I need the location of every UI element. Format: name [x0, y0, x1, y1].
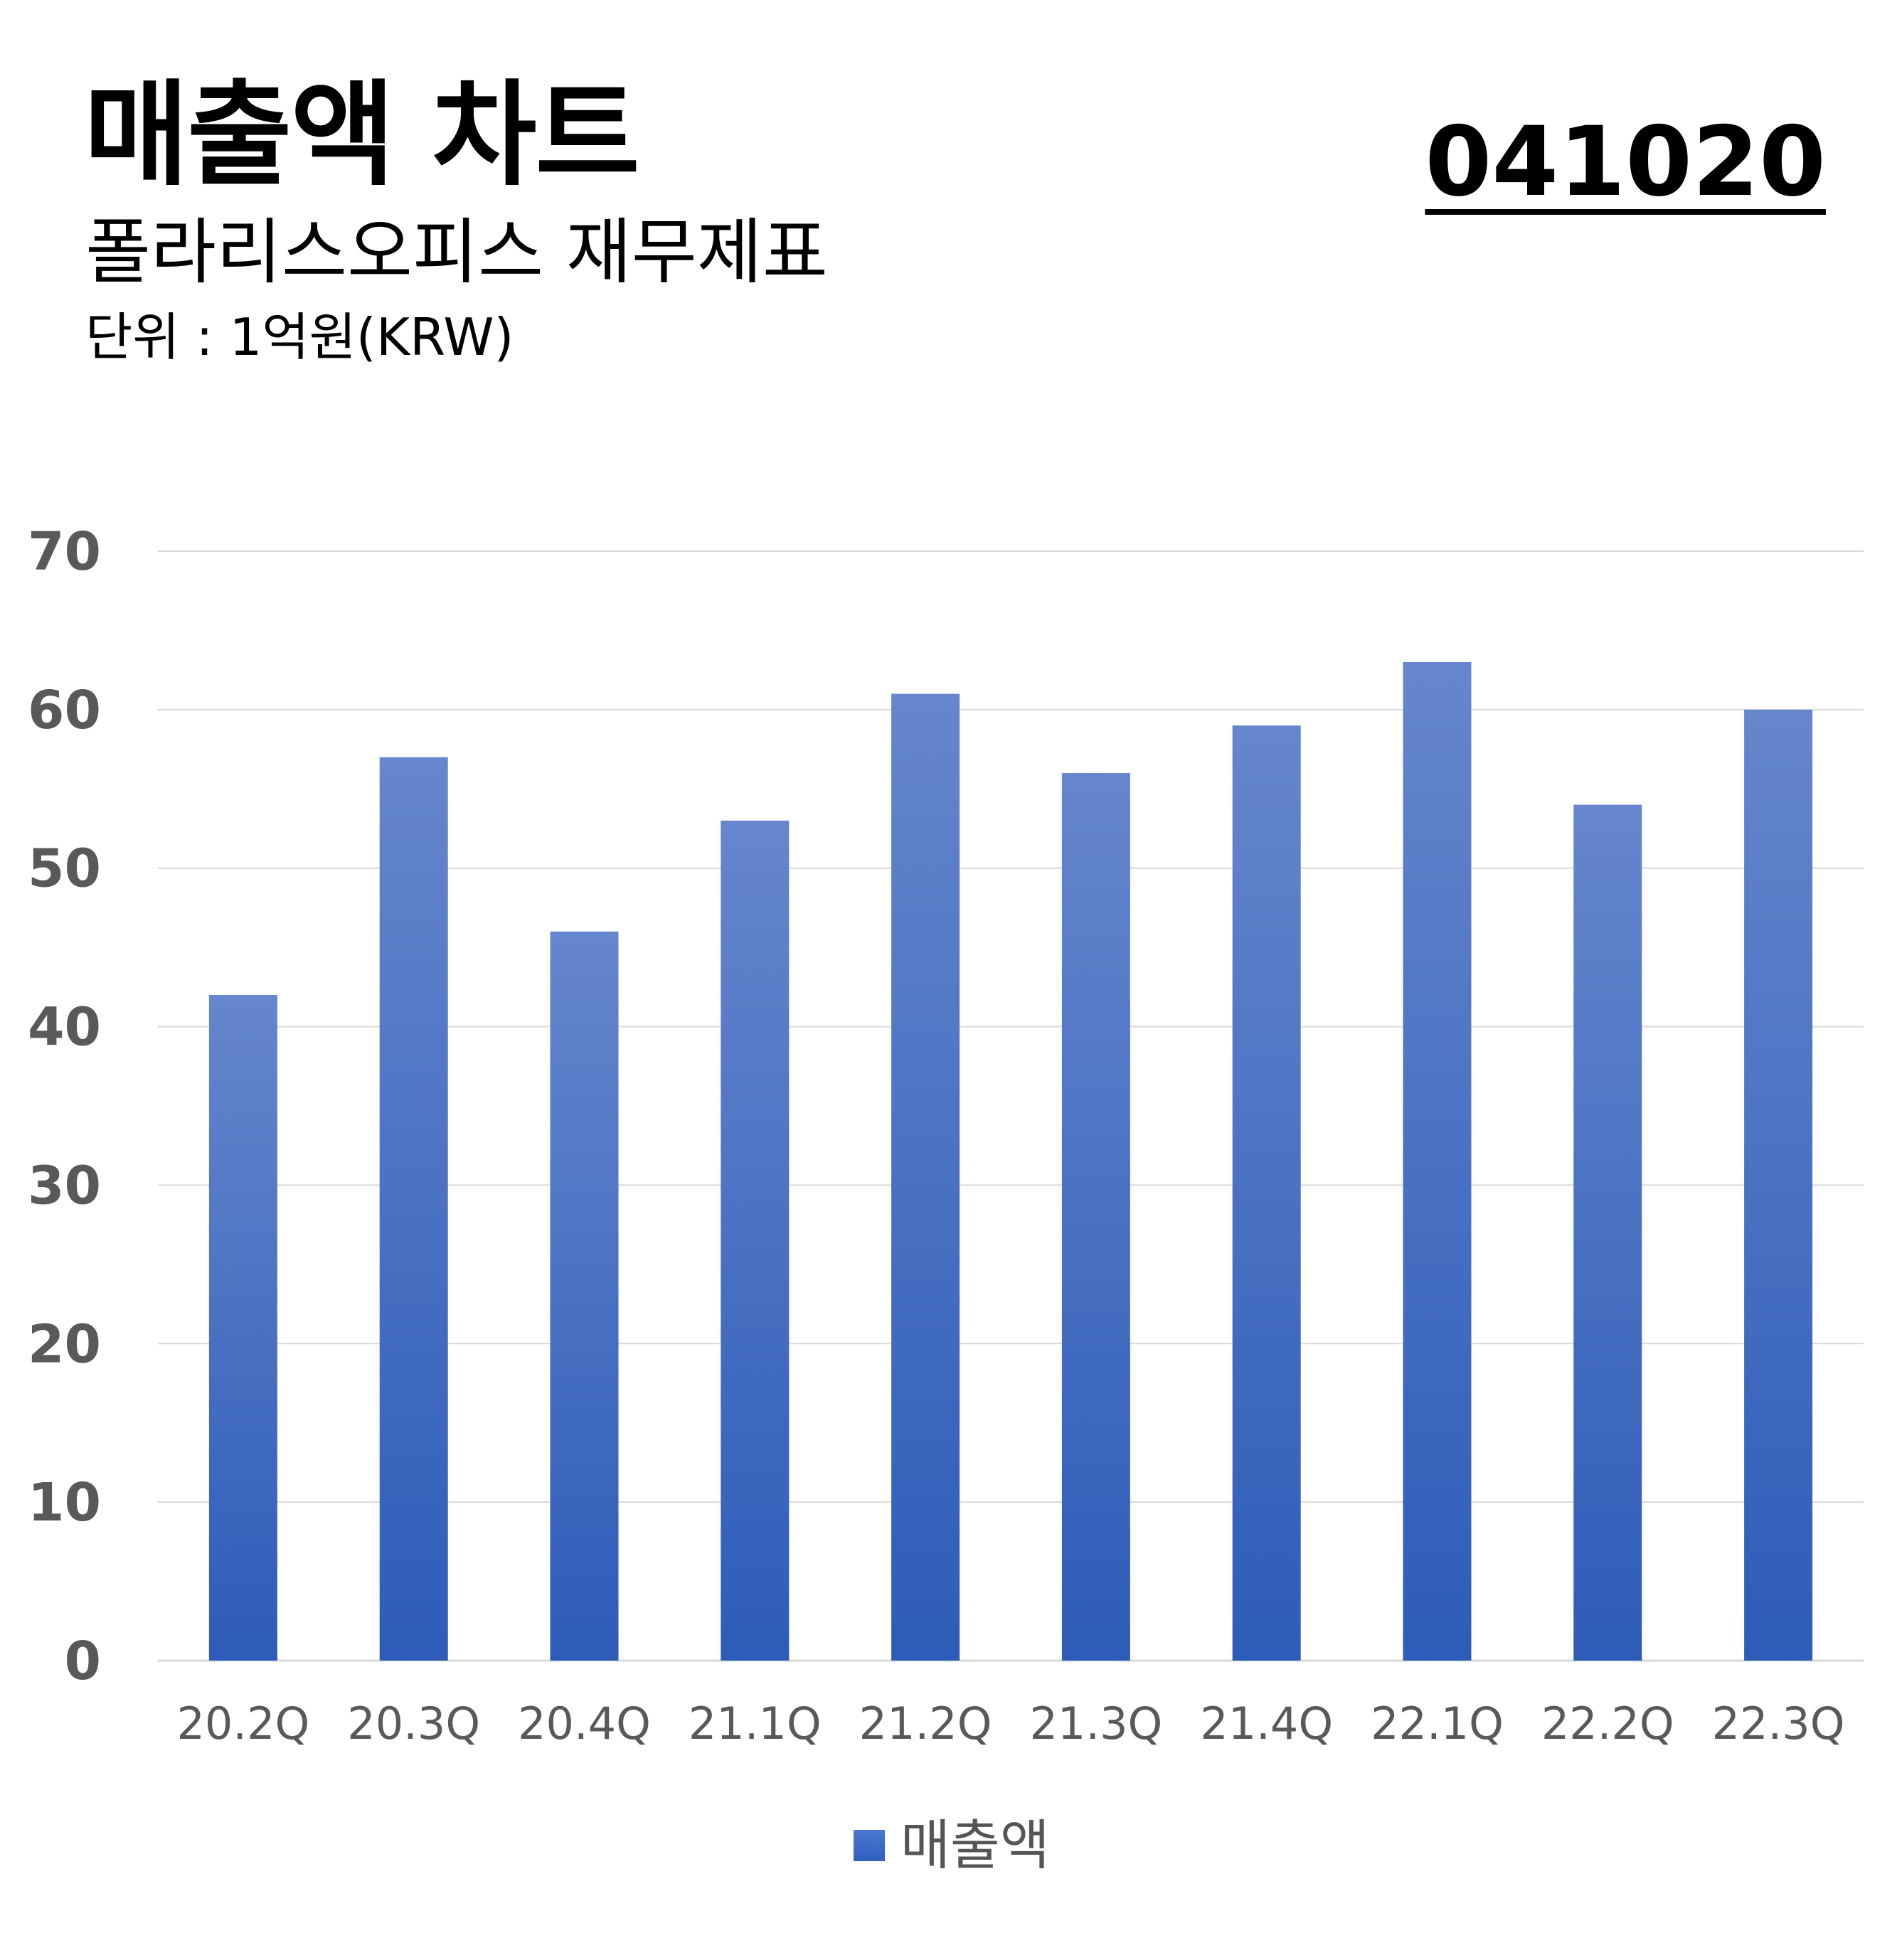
x-tick-label: 21.3Q	[1029, 1698, 1162, 1749]
y-tick-label: 10	[28, 1472, 101, 1533]
x-axis-ticks: 20.2Q 20.3Q 20.4Q 21.1Q 21.2Q 21.3Q 21.4Q 22.1Q…	[176, 1698, 1844, 1749]
x-tick-label: 22.3Q	[1712, 1698, 1845, 1749]
bar-22.3Q	[1744, 709, 1813, 1661]
x-tick-label: 20.3Q	[347, 1698, 480, 1749]
x-tick-label: 22.2Q	[1541, 1698, 1674, 1749]
x-tick-label: 21.2Q	[859, 1698, 992, 1749]
y-tick-label: 40	[28, 997, 101, 1058]
chart-subtitle: 폴라리스오피스 재무제표	[85, 211, 828, 294]
y-tick-label: 30	[28, 1155, 101, 1216]
x-tick-label: 20.4Q	[518, 1698, 651, 1749]
y-tick-label: 20	[28, 1314, 101, 1375]
bar-20.4Q	[550, 931, 619, 1661]
stock-code: 041020	[1425, 106, 1826, 218]
legend-swatch	[854, 1830, 885, 1861]
x-tick-label: 21.4Q	[1200, 1698, 1333, 1749]
bar-20.2Q	[208, 995, 277, 1661]
bar-21.4Q	[1232, 725, 1301, 1661]
y-axis-ticks: 0 10 20 30 40 50 60 70	[28, 521, 101, 1692]
y-tick-label: 70	[28, 521, 101, 582]
bars	[208, 662, 1813, 1661]
y-tick-label: 0	[65, 1631, 102, 1692]
bar-22.2Q	[1573, 804, 1642, 1661]
bar-21.2Q	[891, 693, 960, 1661]
y-tick-label: 50	[28, 838, 101, 900]
bar-21.1Q	[721, 820, 790, 1661]
unit-label: 단위 : 1억원(KRW)	[85, 307, 514, 367]
chart-title: 매출액 차트	[84, 68, 640, 201]
x-tick-label: 21.1Q	[689, 1698, 822, 1749]
bar-22.1Q	[1403, 662, 1472, 1661]
x-tick-label: 20.2Q	[176, 1698, 309, 1749]
x-tick-label: 22.1Q	[1371, 1698, 1504, 1749]
bar-21.3Q	[1061, 773, 1130, 1661]
legend: 매출액	[854, 1813, 1050, 1878]
bar-20.3Q	[379, 757, 448, 1661]
y-tick-label: 60	[28, 680, 101, 741]
legend-label: 매출액	[900, 1813, 1050, 1877]
